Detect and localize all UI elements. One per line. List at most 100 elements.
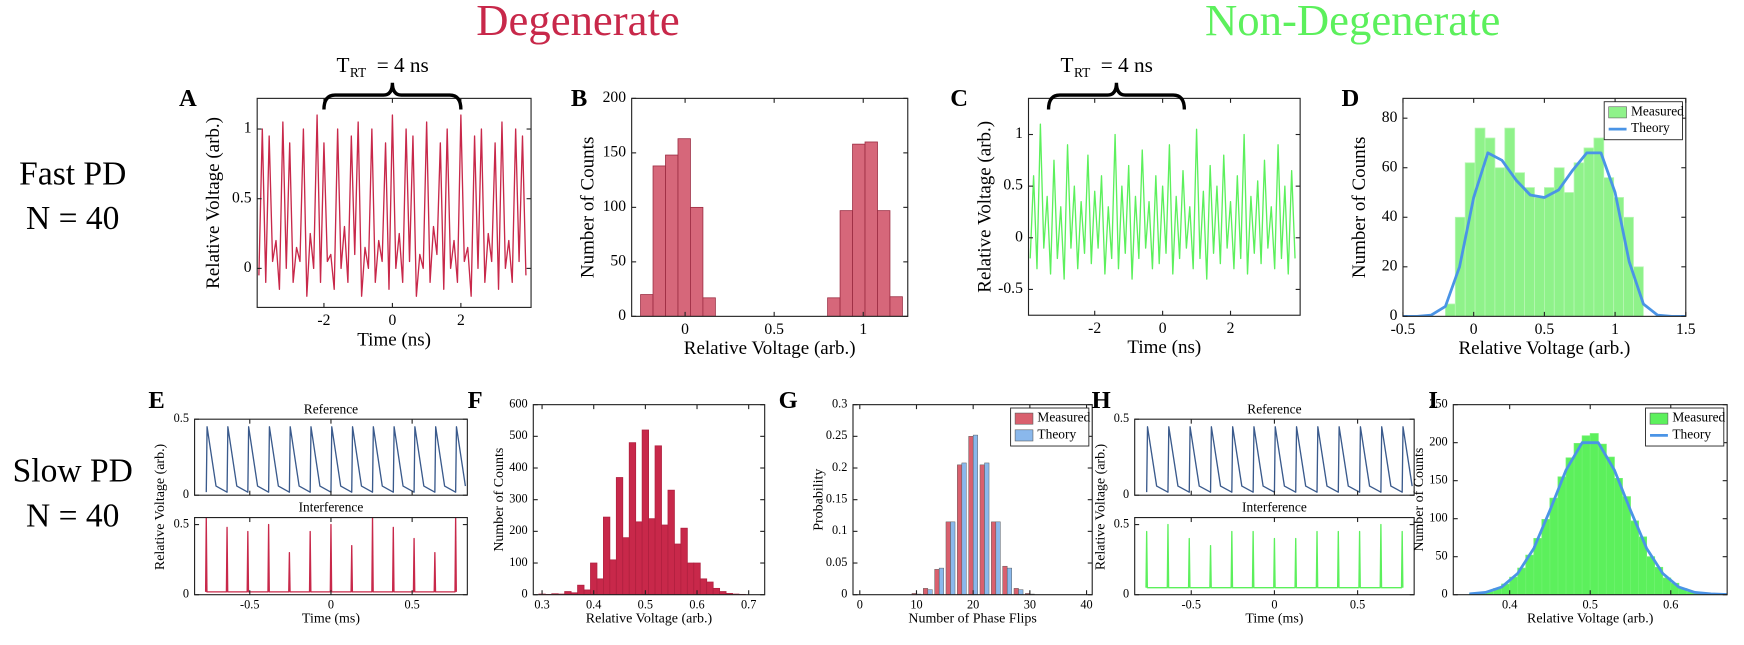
y-tick-label: 20 xyxy=(1382,257,1398,274)
bar xyxy=(972,434,978,595)
histogram-bar xyxy=(1514,172,1525,317)
x-tick-label: 1.5 xyxy=(1676,321,1696,338)
brace xyxy=(322,82,463,110)
histogram-bar xyxy=(1593,137,1605,317)
histogram-bar xyxy=(1589,433,1599,595)
y-tick-label: 200 xyxy=(509,523,527,537)
panel-label: H xyxy=(1092,387,1111,414)
bar xyxy=(979,464,985,595)
x-tick-label: 0 xyxy=(1470,321,1478,338)
legend-label: Theory xyxy=(1672,426,1711,441)
legend-box xyxy=(1603,101,1683,141)
y-tick-label: 0 xyxy=(618,307,626,324)
x-tick-label: 0 xyxy=(1271,598,1277,612)
x-tick-label: 30 xyxy=(1024,598,1036,612)
line xyxy=(1402,151,1686,317)
y-tick-label: 200 xyxy=(1429,434,1447,448)
histogram-bar xyxy=(864,141,878,317)
y-tick-label: 0.5 xyxy=(1003,177,1023,194)
plot-area xyxy=(258,114,527,297)
x-tick-label: -0.5 xyxy=(240,598,259,612)
histogram-bar xyxy=(712,587,721,595)
x-tick-label: 2 xyxy=(457,312,465,329)
histogram-bar xyxy=(677,138,691,317)
y-axis-label: Probability xyxy=(812,469,827,531)
y-tick-label: 250 xyxy=(1429,396,1447,410)
plot-area xyxy=(1469,433,1728,595)
histogram-bar xyxy=(661,524,669,595)
histogram-bar xyxy=(706,581,714,595)
x-tick-label: 0.5 xyxy=(404,598,419,612)
subplot-title: Interference xyxy=(1242,500,1307,515)
y-axis-label: Number of Counts xyxy=(492,448,507,552)
histogram-bar xyxy=(1543,187,1555,317)
annotation-suffix: = 4 ns xyxy=(1101,53,1153,77)
line xyxy=(205,426,467,493)
x-tick-label: 0.7 xyxy=(741,598,756,612)
x-tick-label: 0 xyxy=(389,312,397,329)
histogram-bar xyxy=(702,297,716,317)
x-tick-label: 0 xyxy=(328,598,334,612)
y-tick-label: 0.2 xyxy=(832,460,847,474)
histogram-bar xyxy=(674,543,682,595)
y-axis-label: Relative Voltage (arb.) xyxy=(974,121,995,293)
x-tick-label: -0.5 xyxy=(1182,598,1201,612)
x-axis-label: Relative Voltage (arb.) xyxy=(586,611,713,626)
row-label: N = 40 xyxy=(26,497,119,534)
bar xyxy=(957,464,963,595)
histogram-bar xyxy=(1524,187,1535,317)
x-axis-label: Relative Voltage (arb.) xyxy=(1527,611,1654,626)
y-tick-label: 0.5 xyxy=(232,189,252,206)
line xyxy=(1145,523,1404,589)
y-tick-label: 0.05 xyxy=(826,555,848,569)
bar xyxy=(950,521,956,595)
y-tick-label: 0 xyxy=(1390,307,1398,324)
legend-label: Measured xyxy=(1037,410,1090,425)
subplot-title: Reference xyxy=(304,401,358,416)
line xyxy=(258,114,527,297)
bar xyxy=(1018,589,1024,595)
x-tick-label: 0.6 xyxy=(689,598,704,612)
histogram-bar xyxy=(827,297,841,317)
x-tick-label: -2 xyxy=(1088,320,1101,337)
y-tick-label: 0 xyxy=(1015,228,1023,245)
x-axis-label: Number of Phase Flips xyxy=(908,611,1036,626)
bar xyxy=(934,569,940,595)
y-tick-label: 0 xyxy=(522,587,528,601)
histogram-bar xyxy=(693,562,701,595)
bar xyxy=(927,589,933,595)
histogram-bar xyxy=(665,154,679,317)
legend-swatch xyxy=(1608,106,1627,119)
histogram-bar xyxy=(641,429,649,595)
histogram-bar xyxy=(1504,127,1516,317)
legend-swatch xyxy=(1649,412,1669,425)
x-tick-label: 0.4 xyxy=(586,598,601,612)
y-tick-label: 0.5 xyxy=(1114,411,1129,425)
histogram-bar xyxy=(1630,520,1639,595)
histogram-bar xyxy=(852,143,866,317)
y-axis-label: Number of Counts xyxy=(1349,137,1370,278)
panel-label: D xyxy=(1342,85,1360,112)
histogram-bar xyxy=(628,442,637,595)
y-tick-label: 0.5 xyxy=(174,411,189,425)
y-tick-label: 0 xyxy=(183,587,189,601)
histogram-bar xyxy=(1557,476,1567,595)
bar xyxy=(995,521,1001,595)
y-tick-label: 400 xyxy=(509,460,527,474)
histogram-bar xyxy=(1583,147,1595,317)
legend-label: Measured xyxy=(1672,410,1725,425)
x-tick-label: 0.4 xyxy=(1502,598,1517,612)
y-tick-label: 50 xyxy=(610,252,626,269)
histogram-bar xyxy=(667,489,675,595)
histogram-bar xyxy=(635,521,643,595)
y-axis-label: Number of Counts xyxy=(1412,448,1427,552)
y-tick-label: 0 xyxy=(1123,487,1129,501)
x-axis-label: Time (ns) xyxy=(357,329,431,350)
histogram-bar xyxy=(1622,496,1631,595)
column-header: Non-Degenerate xyxy=(1205,0,1500,45)
annotation-subscript: RT xyxy=(350,65,366,80)
y-tick-label: 100 xyxy=(509,555,527,569)
bar xyxy=(923,588,929,595)
y-tick-label: 300 xyxy=(509,492,527,506)
legend-label: Theory xyxy=(1037,426,1076,441)
